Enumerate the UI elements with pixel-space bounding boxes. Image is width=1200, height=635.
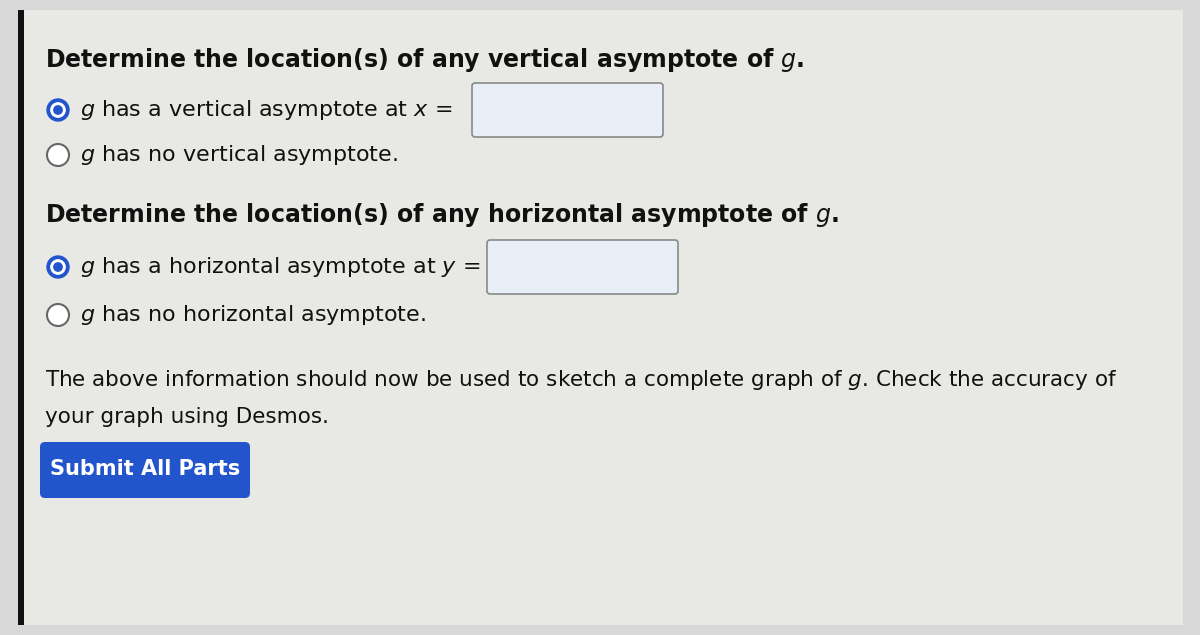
Text: $g$ has no horizontal asymptote.: $g$ has no horizontal asymptote.: [80, 303, 426, 327]
Text: $g$ has a horizontal asymptote at $y$ =: $g$ has a horizontal asymptote at $y$ =: [80, 255, 480, 279]
Text: Determine the location(s) of any vertical asymptote of $g$.: Determine the location(s) of any vertica…: [46, 46, 804, 74]
Text: Determine the location(s) of any horizontal asymptote of $g$.: Determine the location(s) of any horizon…: [46, 201, 839, 229]
Text: The above information should now be used to sketch a complete graph of $g$. Chec: The above information should now be used…: [46, 368, 1117, 392]
Circle shape: [47, 99, 70, 121]
FancyBboxPatch shape: [18, 10, 24, 625]
FancyBboxPatch shape: [40, 442, 250, 498]
Circle shape: [47, 256, 70, 278]
FancyBboxPatch shape: [487, 240, 678, 294]
Text: $g$ has a vertical asymptote at $x$ =: $g$ has a vertical asymptote at $x$ =: [80, 98, 452, 122]
Text: your graph using Desmos.: your graph using Desmos.: [46, 407, 329, 427]
FancyBboxPatch shape: [18, 10, 1183, 625]
Circle shape: [47, 144, 70, 166]
Text: $g$ has no vertical asymptote.: $g$ has no vertical asymptote.: [80, 143, 398, 167]
Circle shape: [47, 304, 70, 326]
Circle shape: [50, 260, 65, 274]
Circle shape: [54, 263, 62, 271]
Circle shape: [54, 106, 62, 114]
Circle shape: [50, 103, 65, 117]
Text: Submit All Parts: Submit All Parts: [50, 459, 240, 479]
FancyBboxPatch shape: [472, 83, 662, 137]
